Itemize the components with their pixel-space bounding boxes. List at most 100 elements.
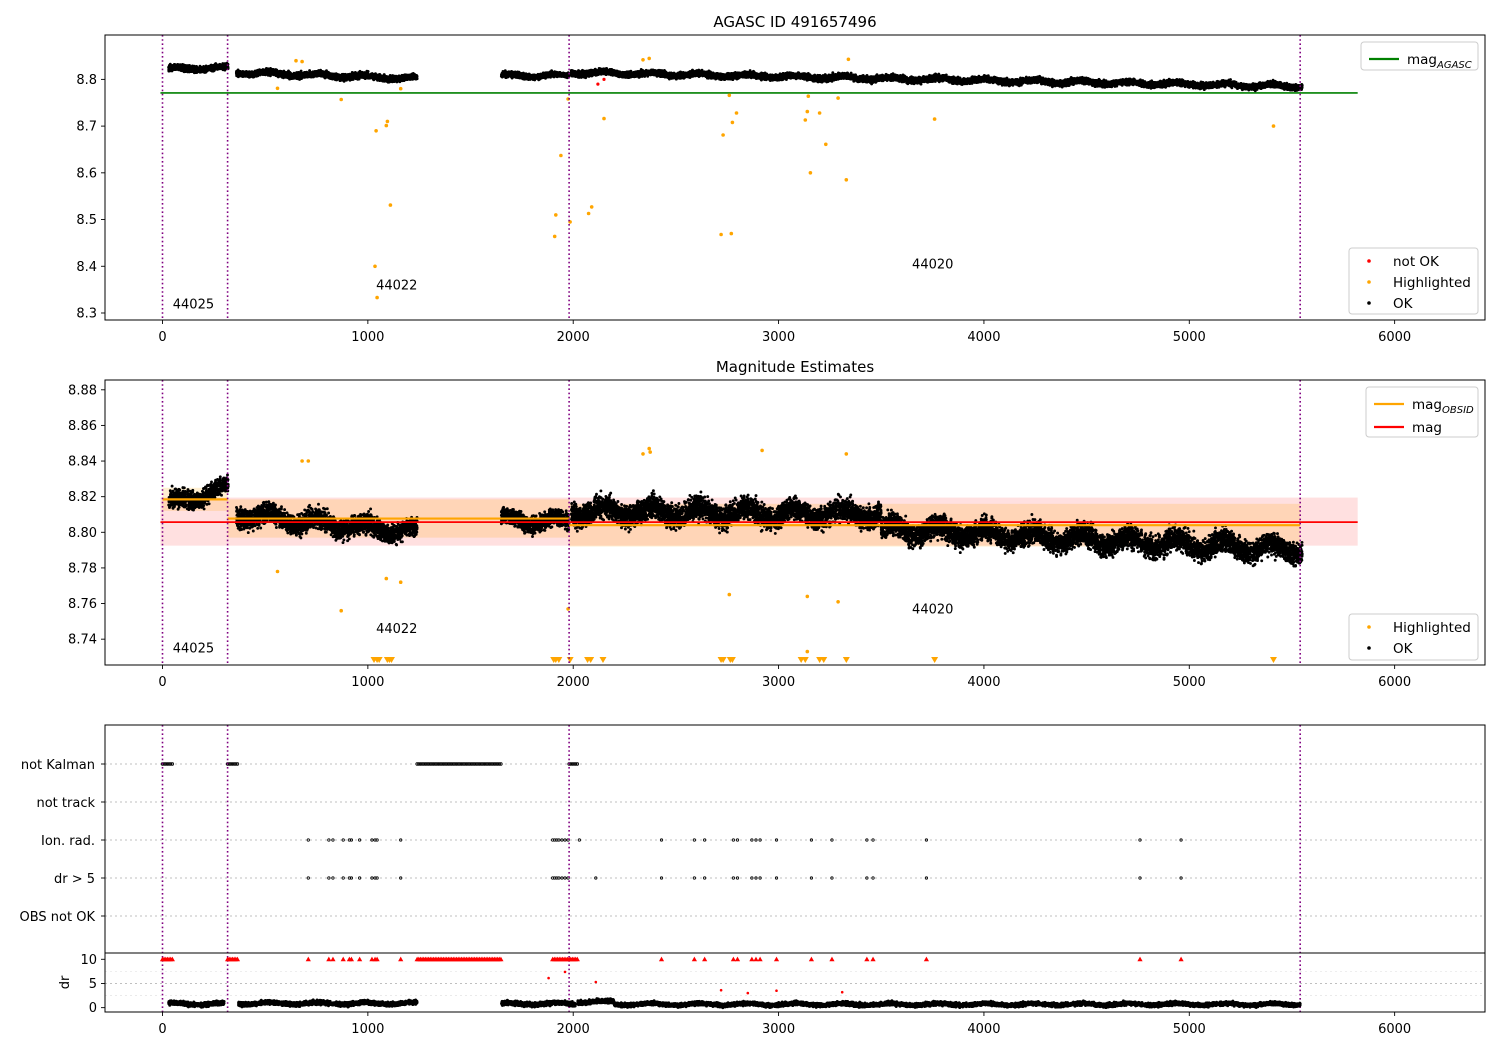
- ok-point: [222, 65, 226, 69]
- ok-point: [352, 74, 356, 78]
- ok-point: [343, 75, 347, 79]
- ok-point: [339, 73, 343, 77]
- ok-point: [204, 64, 208, 68]
- ok-point: [556, 71, 560, 75]
- ok-point: [258, 71, 262, 75]
- ok-point: [268, 71, 272, 74]
- ok-point: [167, 65, 171, 69]
- ok-point: [371, 74, 375, 78]
- ok-point: [352, 71, 356, 75]
- ok-point: [337, 76, 341, 80]
- ok-point: [218, 63, 222, 67]
- ok-point: [300, 75, 304, 78]
- ok-point: [169, 68, 173, 72]
- ok-point: [299, 69, 303, 73]
- ok-point: [386, 79, 390, 83]
- ok-point: [507, 71, 511, 75]
- ok-point: [187, 67, 191, 71]
- ok-point: [243, 71, 247, 75]
- ok-point: [216, 65, 219, 69]
- ok-point: [398, 78, 401, 82]
- ok-point: [202, 67, 206, 71]
- ok-point: [253, 72, 257, 76]
- ok-point: [318, 71, 322, 75]
- ok-point: [564, 73, 568, 77]
- ok-point: [377, 73, 381, 77]
- ok-point: [383, 78, 386, 81]
- ok-point: [325, 73, 329, 77]
- ok-point: [364, 75, 368, 79]
- ok-point: [560, 72, 564, 76]
- ok-point: [390, 76, 394, 80]
- ok-point: [281, 75, 285, 79]
- ok-point: [313, 70, 317, 73]
- ok-point: [177, 68, 181, 71]
- ok-point: [181, 65, 185, 69]
- ok-point: [513, 70, 517, 74]
- ok-point: [535, 75, 539, 79]
- ok-point: [308, 74, 312, 78]
- ok-point: [273, 73, 277, 77]
- ok-point: [380, 75, 384, 79]
- ok-point: [328, 76, 332, 80]
- ok-points: [167, 61, 1304, 93]
- ok-point: [285, 72, 289, 76]
- ok-point: [282, 71, 286, 75]
- ok-point: [247, 74, 251, 78]
- ok-point: [525, 76, 529, 80]
- ok-point: [308, 71, 312, 74]
- ok-point: [198, 69, 202, 73]
- ok-point: [246, 71, 250, 75]
- ok-point: [319, 68, 323, 72]
- ok-point: [331, 73, 335, 77]
- ok-point: [206, 68, 210, 72]
- ok-point: [415, 73, 418, 77]
- ok-point: [503, 72, 507, 76]
- ok-point: [305, 73, 309, 77]
- ok-point: [342, 79, 346, 83]
- ok-point: [275, 70, 279, 74]
- ok-point: [528, 74, 532, 78]
- ok-point: [351, 77, 355, 81]
- ok-point: [195, 70, 199, 74]
- ok-point: [171, 64, 175, 68]
- ok-point: [264, 70, 268, 74]
- ok-point: [413, 76, 417, 80]
- ok-point: [321, 70, 325, 74]
- ok-point: [262, 71, 265, 75]
- ok-point: [373, 74, 377, 78]
- ok-point: [296, 76, 300, 80]
- ok-point: [201, 70, 205, 74]
- ok-point: [269, 67, 272, 70]
- ok-point: [314, 73, 318, 77]
- ok-point: [348, 75, 352, 78]
- ok-point: [193, 66, 197, 70]
- ok-point: [190, 66, 194, 70]
- ok-point: [540, 75, 544, 79]
- ok-point: [293, 72, 297, 76]
- ok-point: [361, 73, 365, 77]
- ok-point: [237, 72, 241, 76]
- ok-point: [517, 73, 521, 77]
- ok-point: [558, 74, 561, 78]
- ok-point: [167, 69, 171, 73]
- ok-point: [278, 69, 282, 73]
- ok-point: [297, 72, 301, 76]
- ok-point: [509, 71, 513, 75]
- ok-point: [288, 74, 292, 78]
- ok-point: [393, 76, 397, 80]
- ok-point: [546, 73, 550, 76]
- ok-point: [532, 75, 536, 78]
- ok-point: [333, 77, 337, 81]
- ok-point: [175, 66, 178, 70]
- ok-point: [395, 80, 399, 84]
- ok-point: [522, 75, 526, 79]
- ok-point: [355, 74, 359, 78]
- ok-point: [180, 69, 184, 73]
- ok-point: [408, 76, 411, 80]
- ok-point: [199, 66, 203, 69]
- ok-point: [212, 67, 216, 71]
- ok-point: [240, 70, 244, 74]
- ok-point: [322, 74, 326, 78]
